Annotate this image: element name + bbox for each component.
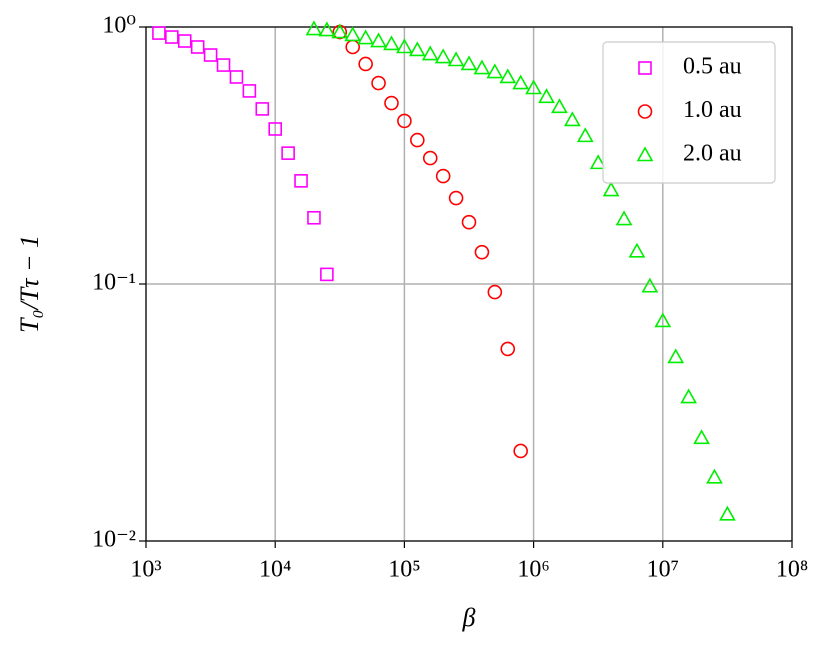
square-marker bbox=[229, 70, 244, 84]
circle-marker bbox=[513, 443, 528, 459]
circle-marker bbox=[500, 341, 516, 357]
triangle-marker bbox=[602, 181, 620, 197]
triangle-marker bbox=[396, 38, 413, 54]
square-marker bbox=[638, 61, 652, 75]
x-tick-label: 10⁴ bbox=[259, 557, 291, 583]
triangle-marker bbox=[693, 429, 710, 445]
triangle-marker bbox=[667, 348, 685, 364]
triangle-marker bbox=[641, 277, 659, 293]
triangle-marker bbox=[421, 45, 439, 61]
legend-label: 1.0 au bbox=[683, 97, 742, 123]
triangle-marker bbox=[344, 26, 362, 42]
x-tick-label: 10³ bbox=[130, 557, 161, 583]
square-marker bbox=[190, 40, 205, 54]
x-tick-label: 10⁵ bbox=[388, 557, 420, 583]
y-tick-label: 10⁻¹ bbox=[92, 270, 136, 296]
triangle-marker bbox=[473, 59, 491, 75]
x-axis-label: β bbox=[462, 603, 476, 632]
triangle-marker bbox=[331, 23, 349, 39]
square-marker bbox=[320, 267, 334, 282]
triangle-marker bbox=[719, 505, 736, 521]
circle-marker bbox=[461, 214, 477, 230]
triangle-marker bbox=[563, 111, 581, 127]
triangle-marker bbox=[486, 63, 504, 79]
triangle-marker bbox=[318, 21, 336, 37]
square-marker bbox=[216, 58, 231, 72]
triangle-marker bbox=[551, 98, 568, 114]
circle-marker bbox=[358, 56, 373, 72]
circle-marker bbox=[487, 284, 503, 300]
triangle-marker bbox=[615, 210, 633, 226]
x-tick-label: 10⁷ bbox=[647, 557, 679, 583]
circle-marker bbox=[410, 132, 425, 148]
triangle-marker bbox=[628, 242, 646, 258]
triangle-marker bbox=[408, 41, 426, 57]
triangle-marker bbox=[499, 68, 517, 84]
square-marker bbox=[152, 26, 166, 40]
triangle-marker bbox=[636, 146, 654, 162]
square-marker bbox=[177, 34, 192, 48]
triangle-marker bbox=[447, 51, 465, 67]
y-tick-label: 10⁰ bbox=[102, 13, 136, 39]
triangle-marker bbox=[576, 127, 594, 143]
circle-marker bbox=[384, 95, 399, 111]
square-marker bbox=[203, 48, 218, 62]
triangle-marker bbox=[654, 312, 672, 328]
legend-label: 2.0 au bbox=[683, 141, 742, 167]
square-marker bbox=[242, 84, 257, 98]
legend-label: 0.5 au bbox=[683, 54, 742, 80]
square-marker bbox=[307, 210, 321, 225]
square-marker bbox=[165, 30, 179, 44]
triangle-marker bbox=[538, 88, 555, 104]
circle-marker bbox=[371, 75, 386, 91]
circle-marker bbox=[397, 113, 412, 129]
circle-marker bbox=[637, 104, 653, 119]
y-axis-label: T₀/Tτ − 1 bbox=[15, 235, 44, 333]
x-tick-label: 10⁸ bbox=[776, 557, 808, 583]
circle-marker bbox=[448, 190, 464, 206]
square-marker bbox=[294, 174, 308, 188]
square-marker bbox=[281, 146, 295, 160]
triangle-marker bbox=[357, 29, 375, 45]
triangle-marker bbox=[512, 74, 530, 90]
circle-marker bbox=[422, 150, 438, 166]
square-marker bbox=[268, 122, 283, 136]
triangle-marker bbox=[680, 388, 698, 404]
plot-frame bbox=[145, 26, 793, 542]
circle-marker bbox=[345, 39, 361, 55]
triangle-marker bbox=[305, 20, 323, 36]
legend-box bbox=[602, 41, 776, 184]
y-tick-label: 10⁻² bbox=[92, 527, 136, 553]
triangle-marker bbox=[383, 35, 400, 51]
square-marker bbox=[255, 102, 270, 116]
triangle-marker bbox=[460, 55, 478, 71]
triangle-marker bbox=[434, 48, 452, 64]
triangle-marker bbox=[525, 79, 542, 95]
circle-marker bbox=[435, 168, 451, 184]
triangle-marker bbox=[706, 468, 723, 484]
triangle-marker bbox=[370, 32, 387, 48]
circle-marker bbox=[474, 244, 490, 260]
x-tick-label: 10⁶ bbox=[517, 557, 549, 583]
triangle-marker bbox=[589, 154, 607, 170]
